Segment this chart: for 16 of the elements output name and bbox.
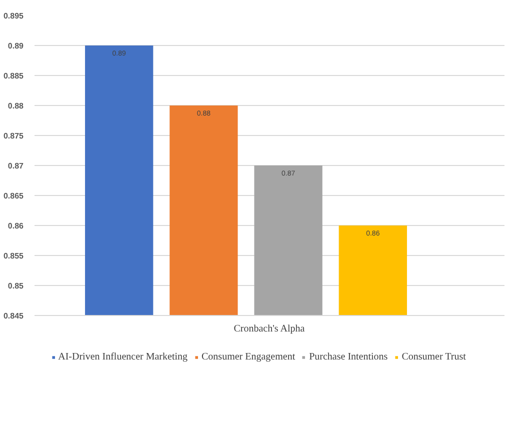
y-tick-label: 0.86	[8, 222, 24, 230]
y-tick-label: 0.845	[3, 312, 24, 320]
y-tick-label: 0.855	[3, 252, 24, 260]
y-tick-label: 0.89	[8, 42, 24, 50]
legend-label: Purchase Intentions	[309, 352, 388, 362]
y-tick-label: 0.865	[3, 192, 24, 200]
y-tick-label: 0.85	[8, 282, 24, 290]
y-tick-label: 0.895	[3, 12, 24, 20]
y-tick-label: 0.88	[8, 102, 24, 110]
legend-label: Consumer Engagement	[202, 352, 296, 362]
y-tick-label: 0.885	[3, 72, 24, 80]
legend-label: Consumer Trust	[402, 352, 466, 362]
x-axis-title: Cronbach's Alpha	[234, 324, 306, 334]
y-tick-label: 0.875	[3, 132, 24, 140]
legend-label: AI-Driven Influencer Marketing	[58, 352, 188, 362]
y-tick-label: 0.87	[8, 162, 24, 170]
